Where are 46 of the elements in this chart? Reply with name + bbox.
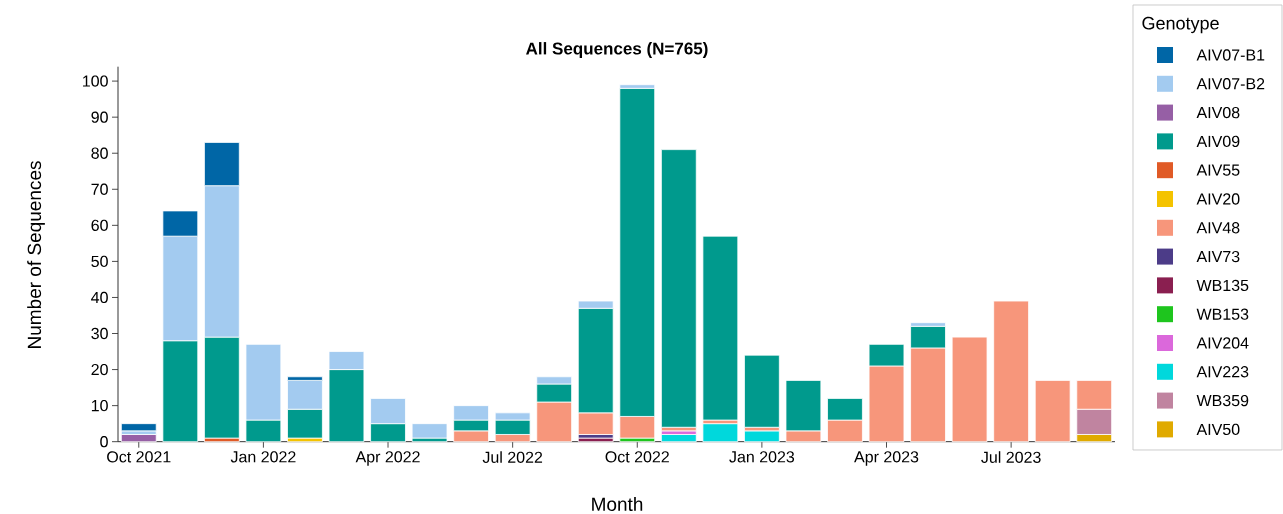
legend-label: AIV223 [1196, 366, 1249, 378]
bar [660, 149, 697, 428]
legend-label: AIV07-B1 [1196, 49, 1265, 61]
y-tick-label: 30 [91, 327, 108, 340]
y-tick-label: 80 [91, 147, 108, 159]
y-tick-label: 40 [91, 291, 108, 304]
bar [702, 423, 739, 443]
legend-label: AIV73 [1196, 250, 1240, 263]
legend-label: AIV48 [1196, 222, 1240, 234]
legend-label: AIV08 [1196, 106, 1240, 119]
bar [744, 354, 780, 428]
y-tick-label: 100 [83, 75, 108, 87]
y-tick-label: 10 [91, 399, 108, 412]
y-tick-label: 20 [91, 363, 108, 376]
y-tick-label: 60 [91, 219, 108, 231]
x-axis-title: Month [592, 497, 643, 511]
chart-title: All Sequences (N=765) [526, 42, 708, 58]
x-tick-label: Apr 2023 [854, 451, 919, 466]
x-tick-label: Jan 2023 [729, 451, 795, 463]
bar [1034, 379, 1071, 443]
bar [411, 423, 448, 439]
bar [120, 423, 157, 432]
legend-label: AIV55 [1196, 164, 1240, 176]
y-tick-label: 90 [91, 111, 108, 123]
y-tick-label: 70 [91, 183, 108, 195]
y-tick-label: 50 [91, 255, 108, 268]
y-tick-label: 0 [100, 436, 108, 448]
x-tick-label: Jan 2022 [230, 451, 296, 463]
legend-label: AIV07-B2 [1196, 78, 1265, 90]
legend-label: WB359 [1196, 394, 1249, 407]
bar [702, 235, 739, 421]
legend-title: Genotype [1142, 16, 1219, 34]
legend-label: WB135 [1196, 279, 1249, 292]
legend-label: AIV204 [1196, 337, 1249, 349]
x-tick-label: Oct 2021 [107, 451, 171, 463]
x-tick-label: Apr 2022 [355, 451, 420, 466]
y-axis-title: Number of Sequences [27, 161, 45, 348]
legend-label: WB153 [1196, 308, 1249, 320]
x-tick-label: Jul 2022 [482, 451, 543, 463]
legend-label: AIV09 [1196, 135, 1240, 148]
x-tick-label: Jul 2023 [981, 451, 1041, 463]
x-tick-label: Oct 2022 [605, 451, 669, 463]
bar [951, 336, 988, 443]
legend-label: AIV20 [1196, 193, 1240, 205]
bar [993, 300, 1029, 443]
legend-label: AIV50 [1196, 423, 1240, 436]
